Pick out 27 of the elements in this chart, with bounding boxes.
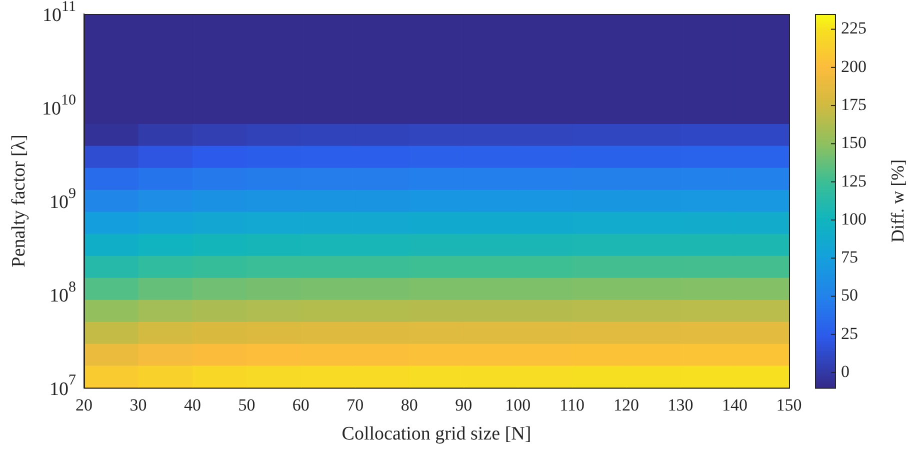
color-bar-label: 100 <box>841 209 866 228</box>
x-tick-label: 70 <box>346 395 364 414</box>
color-bar-label: 25 <box>841 324 858 343</box>
color-bar-label: 175 <box>841 95 866 114</box>
color-bar-label: 150 <box>841 133 866 152</box>
color-bar-title: Diff. w [%] <box>888 159 908 242</box>
x-tick-label: 100 <box>505 395 531 414</box>
x-tick-label: 50 <box>238 395 256 414</box>
x-tick-label: 150 <box>776 395 802 414</box>
y-axis-title: Penalty factor [λ] <box>8 134 30 268</box>
x-tick-label: 60 <box>292 395 310 414</box>
x-tick-label: 130 <box>668 395 694 414</box>
color-bar-label: 225 <box>841 18 866 38</box>
x-tick-label: 140 <box>722 395 748 414</box>
color-bar-label: 200 <box>841 56 866 76</box>
color-bar-label: 75 <box>841 248 858 267</box>
color-bar-label: 50 <box>841 286 858 305</box>
x-tick-label: 80 <box>400 395 418 414</box>
x-tick-label: 20 <box>76 395 92 414</box>
x-axis-title: Collocation grid size [N] <box>342 424 532 445</box>
x-tick-label: 120 <box>614 395 640 414</box>
x-tick-label: 90 <box>455 395 472 414</box>
color-bar-label: 125 <box>841 171 866 190</box>
x-tick-label: 30 <box>130 395 147 414</box>
x-tick-label: 110 <box>560 395 585 414</box>
x-tick-label: 40 <box>184 395 201 414</box>
color-bar-label: 0 <box>841 362 850 382</box>
